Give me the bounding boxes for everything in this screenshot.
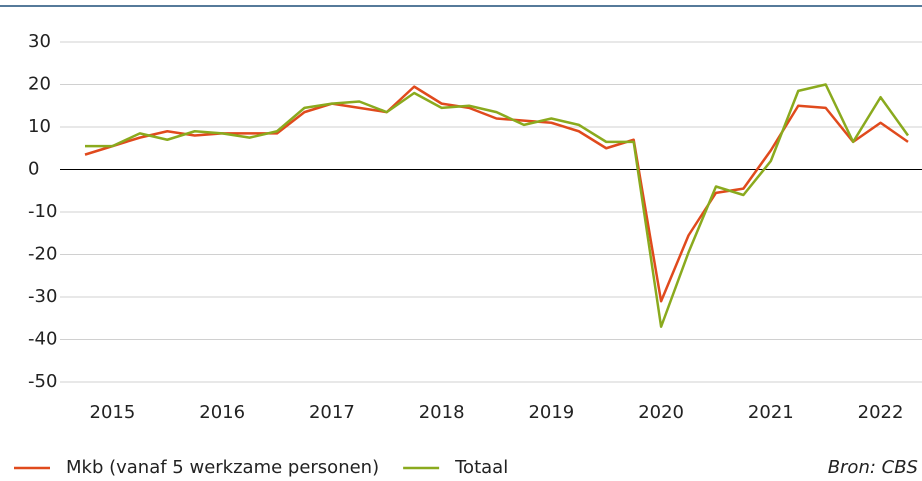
y-tick-label: -50 [28, 371, 57, 392]
x-tick-label: 2016 [199, 402, 245, 423]
y-tick-label: 20 [28, 74, 51, 95]
y-tick-label: 30 [28, 31, 51, 52]
x-tick-label: 2015 [90, 402, 136, 423]
y-tick-label: -30 [28, 286, 57, 307]
x-tick-label: 2022 [858, 402, 904, 423]
y-tick-label: -20 [28, 244, 57, 265]
y-tick-label: -10 [28, 201, 57, 222]
x-tick-label: 2019 [528, 402, 574, 423]
source: Bron: CBS [828, 457, 918, 478]
x-tick-label: 2021 [748, 402, 794, 423]
series-line [85, 83, 910, 328]
x-tick-label: 2017 [309, 402, 355, 423]
y-tick-label: 0 [28, 159, 39, 180]
series-line [84, 85, 909, 303]
y-tick-label: 10 [28, 116, 51, 137]
legend-label: Totaal [454, 457, 508, 478]
x-tick-label: 2018 [419, 402, 465, 423]
y-tick-label: -40 [28, 329, 57, 350]
x-tick-label: 2020 [638, 402, 684, 423]
legend-label: Mkb (vanaf 5 werkzame personen) [66, 457, 379, 478]
